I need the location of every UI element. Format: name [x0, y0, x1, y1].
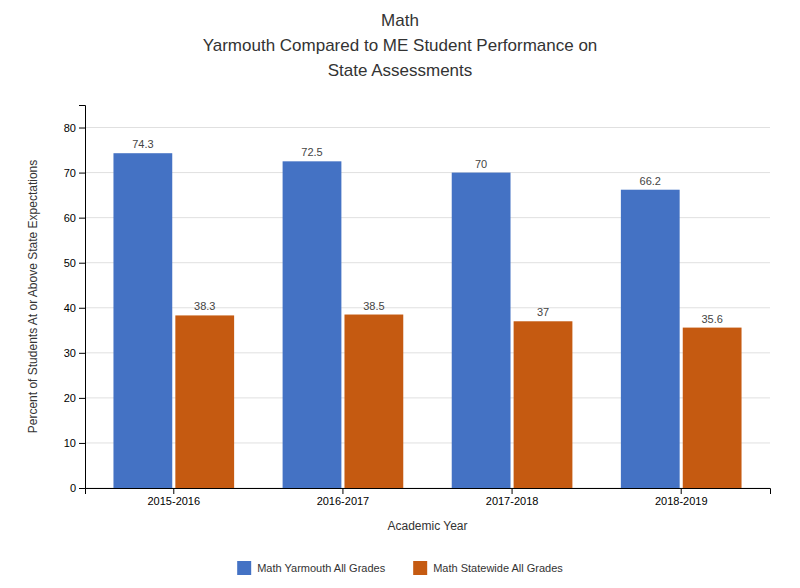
y-axis-title: Percent of Students At or Above State Ex… [26, 160, 40, 434]
y-tick-label: 40 [64, 302, 76, 314]
y-tick: 40 [64, 302, 85, 314]
title: Math Yarmouth Compared to ME Student Perf… [203, 11, 598, 80]
y-tick-label: 60 [64, 212, 76, 224]
y-axis-line [79, 106, 86, 489]
bar [683, 328, 742, 488]
grid [85, 128, 770, 488]
x-tick: 2018-2019 [655, 488, 708, 507]
x-tick: 2016-2017 [317, 488, 370, 507]
y-tick-label: 20 [64, 392, 76, 404]
bar [175, 315, 234, 488]
chart: Math Yarmouth Compared to ME Student Perf… [0, 0, 800, 588]
y-tick-mark [79, 308, 85, 309]
data-label: 74.3 [132, 138, 153, 150]
title-line: State Assessments [328, 61, 473, 80]
legend-label: Math Yarmouth All Grades [257, 562, 385, 574]
bar [283, 161, 342, 488]
y-tick-label: 80 [64, 122, 76, 134]
title-line: Yarmouth Compared to ME Student Performa… [203, 36, 598, 55]
data-label: 70 [475, 158, 487, 170]
legend-swatch [237, 561, 251, 575]
x-tick-label: 2016-2017 [317, 495, 370, 507]
grid-line [85, 127, 770, 128]
y-tick: 70 [64, 167, 85, 179]
y-tick: 10 [64, 437, 85, 449]
y-tick-mark [79, 443, 85, 444]
data-label: 35.6 [701, 313, 722, 325]
legend-item: Math Yarmouth All Grades [237, 561, 385, 575]
legend-label: Math Statewide All Grades [433, 562, 563, 574]
data-label: 37 [537, 306, 549, 318]
x-tick: 2017-2018 [486, 488, 539, 507]
data-label: 66.2 [640, 175, 661, 187]
bars [113, 153, 741, 488]
y-tick-mark [79, 353, 85, 354]
y-tick: 50 [64, 257, 85, 269]
data-labels: 74.3 72.5 70 66.2 38.3 38.5 37 35.6 [132, 138, 723, 324]
bar [452, 173, 511, 488]
x-axis-line [86, 489, 771, 495]
y-tick-mark [79, 128, 85, 129]
y-tick-label: 30 [64, 347, 76, 359]
x-tick-mark [512, 488, 513, 494]
data-label: 38.3 [194, 300, 215, 312]
y-tick-mark [79, 218, 85, 219]
y-tick: 80 [64, 122, 85, 134]
bar [621, 190, 680, 488]
y-axis: 0 10 20 30 40 50 60 70 80 [64, 106, 86, 495]
y-tick-label: 50 [64, 257, 76, 269]
x-axis: 2015-2016 2016-2017 2017-2018 2018-2019 [86, 488, 771, 507]
legend-swatch [413, 561, 427, 575]
y-tick-label: 10 [64, 437, 76, 449]
x-tick-mark [173, 488, 174, 494]
bar [113, 153, 172, 488]
legend-item: Math Statewide All Grades [413, 561, 563, 575]
data-label: 38.5 [363, 300, 384, 312]
y-tick: 20 [64, 392, 85, 404]
legend: Math Yarmouth All Grades Math Statewide A… [237, 561, 563, 575]
x-tick-label: 2018-2019 [655, 495, 708, 507]
title-line: Math [381, 11, 419, 30]
x-tick-label: 2015-2016 [147, 495, 200, 507]
y-tick-mark [79, 173, 85, 174]
x-tick-mark [342, 488, 343, 494]
x-tick-mark [681, 488, 682, 494]
y-tick-mark [79, 398, 85, 399]
y-tick-label: 0 [70, 482, 76, 494]
y-tick: 0 [70, 482, 85, 494]
x-tick: 2015-2016 [147, 488, 200, 507]
y-tick: 60 [64, 212, 85, 224]
data-label: 72.5 [301, 146, 322, 158]
y-tick-mark [79, 488, 85, 489]
x-tick-label: 2017-2018 [486, 495, 539, 507]
plot: 0 10 20 30 40 50 60 70 80 2015-2016 2016-2017 2017-… [26, 106, 771, 534]
bar [344, 315, 403, 488]
bar [514, 321, 573, 488]
y-tick-label: 70 [64, 167, 76, 179]
y-tick: 30 [64, 347, 85, 359]
y-tick-mark [79, 263, 85, 264]
x-axis-title: Academic Year [387, 519, 467, 533]
grid-line [85, 172, 770, 173]
